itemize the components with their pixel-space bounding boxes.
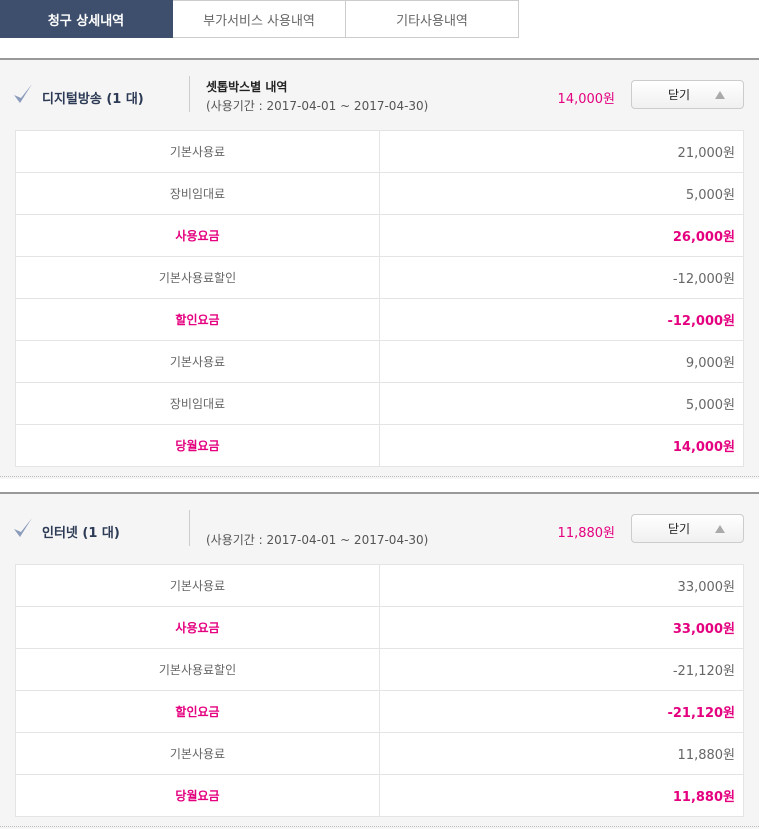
service-section: 디지털방송 (1 대) 셋톱박스별 내역 (사용기간 : 2017-04-01 … bbox=[0, 58, 759, 479]
fee-label: 기본사용료 bbox=[15, 732, 380, 775]
fee-label: 기본사용료 bbox=[15, 564, 380, 607]
usage-period: (사용기간 : 2017-04-01 ~ 2017-04-30) bbox=[206, 99, 429, 113]
divider bbox=[189, 76, 190, 112]
fee-value: 11,880원 bbox=[379, 732, 744, 775]
table-row: 당월요금 14,000원 bbox=[15, 424, 744, 467]
section-total: 11,880원 bbox=[557, 526, 615, 541]
service-title: 인터넷 (1 대) bbox=[42, 526, 120, 541]
fee-value: 11,880원 bbox=[379, 774, 744, 817]
fee-table: 기본사용료 33,000원 사용요금 33,000원 기본사용료할인 -21,1… bbox=[15, 564, 744, 817]
fee-label: 기본사용료할인 bbox=[15, 648, 380, 691]
table-row: 기본사용료할인 -21,120원 bbox=[15, 648, 744, 691]
tab-billing-detail[interactable]: 청구 상세내역 bbox=[0, 0, 173, 38]
fee-label: 할인요금 bbox=[15, 298, 380, 341]
section-subtitle: 셋톱박스별 내역 bbox=[206, 80, 288, 94]
divider bbox=[0, 476, 759, 477]
table-row: 기본사용료 21,000원 bbox=[15, 130, 744, 173]
section-header: 인터넷 (1 대) (사용기간 : 2017-04-01 ~ 2017-04-3… bbox=[0, 494, 759, 564]
fee-value: 26,000원 bbox=[379, 214, 744, 257]
table-row: 기본사용료 33,000원 bbox=[15, 564, 744, 607]
fee-value: 14,000원 bbox=[379, 424, 744, 467]
fee-label: 기본사용료할인 bbox=[15, 256, 380, 299]
fee-value: 33,000원 bbox=[379, 564, 744, 607]
table-row: 기본사용료할인 -12,000원 bbox=[15, 256, 744, 299]
fee-label: 기본사용료 bbox=[15, 130, 380, 173]
table-row: 할인요금 -21,120원 bbox=[15, 690, 744, 733]
fee-label: 장비임대료 bbox=[15, 382, 380, 425]
fee-label: 장비임대료 bbox=[15, 172, 380, 215]
close-label: 닫기 bbox=[668, 522, 691, 536]
table-row: 사용요금 33,000원 bbox=[15, 606, 744, 649]
fee-value: 5,000원 bbox=[379, 382, 744, 425]
chevron-up-icon bbox=[715, 525, 725, 533]
table-row: 당월요금 11,880원 bbox=[15, 774, 744, 817]
fee-value: 21,000원 bbox=[379, 130, 744, 173]
fee-label: 당월요금 bbox=[15, 424, 380, 467]
fee-value: -12,000원 bbox=[379, 298, 744, 341]
table-row: 장비임대료 5,000원 bbox=[15, 172, 744, 215]
chevron-up-icon bbox=[715, 91, 725, 99]
fee-value: -21,120원 bbox=[379, 648, 744, 691]
fee-value: 33,000원 bbox=[379, 606, 744, 649]
fee-label: 당월요금 bbox=[15, 774, 380, 817]
fee-value: -21,120원 bbox=[379, 690, 744, 733]
tab-bar: 청구 상세내역 부가서비스 사용내역 기타사용내역 bbox=[0, 0, 519, 38]
fee-label: 사용요금 bbox=[15, 606, 380, 649]
table-row: 사용요금 26,000원 bbox=[15, 214, 744, 257]
service-section: 인터넷 (1 대) (사용기간 : 2017-04-01 ~ 2017-04-3… bbox=[0, 492, 759, 829]
table-row: 할인요금 -12,000원 bbox=[15, 298, 744, 341]
fee-label: 할인요금 bbox=[15, 690, 380, 733]
table-row: 기본사용료 9,000원 bbox=[15, 340, 744, 383]
section-total: 14,000원 bbox=[557, 92, 615, 107]
close-button[interactable]: 닫기 bbox=[631, 514, 744, 543]
table-row: 기본사용료 11,880원 bbox=[15, 732, 744, 775]
close-button[interactable]: 닫기 bbox=[631, 80, 744, 109]
fee-value: 5,000원 bbox=[379, 172, 744, 215]
fee-label: 기본사용료 bbox=[15, 340, 380, 383]
fee-label: 사용요금 bbox=[15, 214, 380, 257]
usage-period: (사용기간 : 2017-04-01 ~ 2017-04-30) bbox=[206, 533, 429, 547]
close-label: 닫기 bbox=[668, 88, 691, 102]
service-title: 디지털방송 (1 대) bbox=[42, 92, 144, 107]
check-icon bbox=[14, 84, 32, 103]
tab-other-usage[interactable]: 기타사용내역 bbox=[346, 0, 519, 38]
fee-value: -12,000원 bbox=[379, 256, 744, 299]
section-header: 디지털방송 (1 대) 셋톱박스별 내역 (사용기간 : 2017-04-01 … bbox=[0, 60, 759, 130]
divider bbox=[189, 510, 190, 546]
fee-value: 9,000원 bbox=[379, 340, 744, 383]
table-row: 장비임대료 5,000원 bbox=[15, 382, 744, 425]
fee-table: 기본사용료 21,000원 장비임대료 5,000원 사용요금 26,000원 … bbox=[15, 130, 744, 467]
check-icon bbox=[14, 518, 32, 537]
tab-addon-usage[interactable]: 부가서비스 사용내역 bbox=[173, 0, 346, 38]
